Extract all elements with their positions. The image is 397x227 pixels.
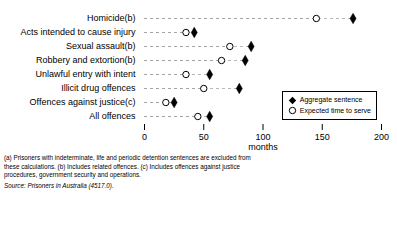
svg-text:months: months [248,142,278,152]
svg-text:Unlawful entry with intent: Unlawful entry with intent [35,69,136,79]
svg-text:Sexual assault(b): Sexual assault(b) [66,41,136,51]
svg-text:Illicit drug offences: Illicit drug offences [61,83,136,93]
svg-text:150: 150 [315,132,330,142]
html-text:Expected time to serve: Expected time to serve [299,106,371,114]
svg-text:100: 100 [255,132,270,142]
svg-text:Robbery and extortion(b): Robbery and extortion(b) [36,55,136,65]
html-text:(a) Prisoners with indetermina: (a) Prisoners with indeterminate, life a… [4,154,251,178]
html-text:Source: Prisoners in Australia: Source: Prisoners in Australia (4517.0). [4,181,114,189]
svg-text:50: 50 [199,132,209,142]
svg-text:Offences against justice(c): Offences against justice(c) [30,97,136,107]
svg-text:200: 200 [374,132,389,142]
svg-text:0: 0 [142,132,147,142]
svg-text:Homicide(b): Homicide(b) [87,13,136,23]
html-text:Aggregate sentence: Aggregate sentence [299,96,363,103]
svg-text:All offences: All offences [89,111,136,121]
svg-text:Acts intended to cause injury: Acts intended to cause injury [20,27,136,37]
